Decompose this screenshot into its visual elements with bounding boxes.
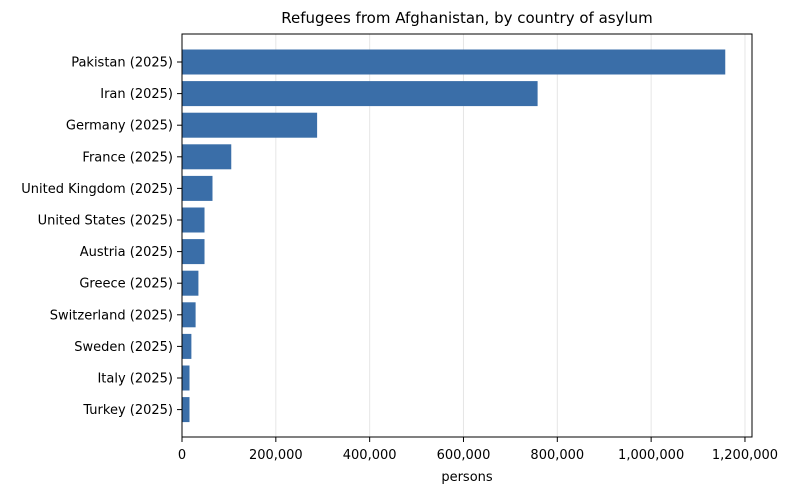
y-tick-label: Italy (2025) [97, 372, 173, 387]
y-tick-label: Sweden (2025) [74, 340, 173, 355]
y-tick-label: Greece (2025) [79, 277, 173, 292]
bar [182, 144, 232, 170]
bar [182, 397, 190, 423]
bar [182, 239, 205, 265]
bar [182, 207, 205, 233]
bar [182, 365, 190, 391]
x-tick-label: 200,000 [249, 448, 303, 463]
x-tick-label: 400,000 [343, 448, 397, 463]
x-tick-label: 1,200,000 [712, 448, 778, 463]
bar [182, 112, 318, 138]
y-tick-label: France (2025) [82, 150, 173, 165]
x-tick-label: 0 [178, 448, 186, 463]
x-tick-label: 800,000 [530, 448, 584, 463]
plot-frame [181, 33, 753, 438]
y-axis-ticks: Pakistan (2025) Iran (2025) Germany (2025)… [21, 56, 182, 418]
bar [182, 49, 726, 75]
y-tick-label: Switzerland (2025) [50, 308, 173, 323]
bars [182, 49, 726, 423]
y-tick-label: Germany (2025) [66, 119, 173, 134]
bar [182, 81, 538, 107]
y-tick-label: United States (2025) [38, 214, 173, 229]
bar [182, 175, 213, 201]
x-tick-label: 600,000 [437, 448, 491, 463]
x-axis-label: persons [441, 470, 493, 485]
y-tick-label: Iran (2025) [100, 87, 173, 102]
chart-title: Refugees from Afghanistan, by country of… [281, 9, 653, 27]
y-tick-label: Pakistan (2025) [71, 56, 173, 71]
bar [182, 302, 196, 328]
bar [182, 270, 199, 296]
y-tick-label: United Kingdom (2025) [21, 182, 173, 197]
y-tick-label: Austria (2025) [80, 245, 173, 260]
x-tick-label: 1,000,000 [618, 448, 684, 463]
bar [182, 333, 192, 359]
y-tick-label: Turkey (2025) [82, 403, 173, 418]
x-axis-ticks: 0 200,000 400,000 600,000 800,000 1,000,000 1,… [178, 437, 778, 463]
